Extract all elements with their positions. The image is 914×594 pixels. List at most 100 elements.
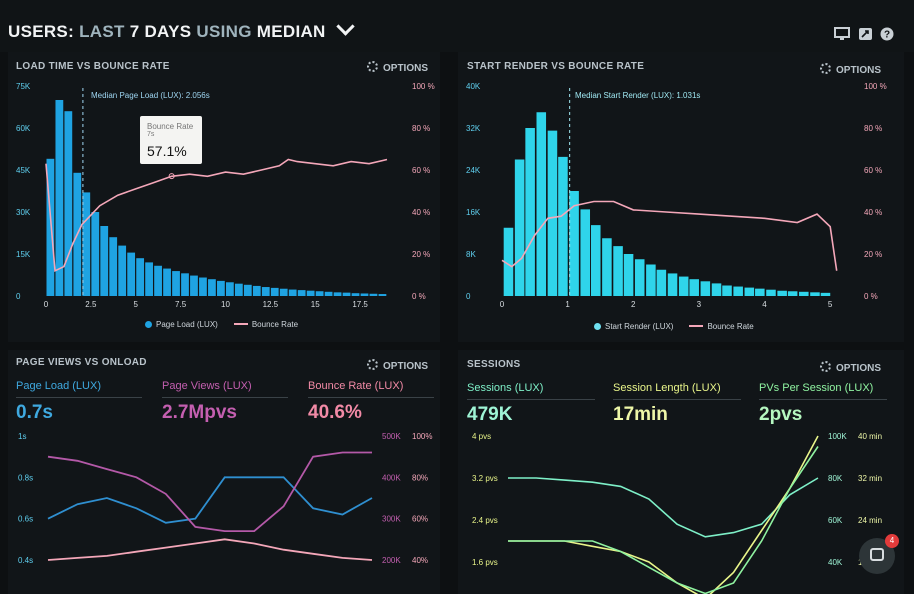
title-range[interactable]: 7 DAYS <box>129 22 192 41</box>
chart-bar <box>787 291 798 296</box>
metric-divider <box>467 399 595 400</box>
hover-point <box>168 173 175 180</box>
series-line <box>508 435 819 594</box>
y-tick-label: 1.6 pvs <box>472 558 498 567</box>
y2-tick-label: 300K <box>382 515 401 524</box>
chart-bar <box>602 238 612 296</box>
chart-bar <box>656 269 667 296</box>
chart-bar <box>766 289 776 296</box>
chart-bar <box>613 246 623 296</box>
y3-tick-label: 40 min <box>858 432 882 441</box>
chart-bar <box>199 277 207 296</box>
chart-bar <box>118 245 127 296</box>
metric-value: 2.7Mpvs <box>162 402 237 423</box>
y2-tick-label: 80 % <box>412 124 430 133</box>
page-views-panel <box>8 350 440 594</box>
legend-bars[interactable]: Start Render (LUX) <box>605 322 674 331</box>
x-tick-label: 2 <box>631 300 636 309</box>
y-tick-label: 40K <box>466 82 481 91</box>
chart-bar <box>569 191 579 296</box>
chart-bar <box>306 290 315 296</box>
metric-value: 479K <box>467 404 513 425</box>
legend-line[interactable]: Bounce Rate <box>707 322 754 331</box>
chart-bar <box>360 293 369 296</box>
chart-bar <box>514 159 525 296</box>
title-aggregate[interactable]: MEDIAN <box>256 22 326 41</box>
monitor-icon[interactable] <box>834 27 850 41</box>
chart-bar <box>208 279 216 296</box>
y-tick-label: 3.2 pvs <box>472 474 498 483</box>
legend-line[interactable]: Bounce Rate <box>251 320 299 329</box>
metric-value: 40.6% <box>308 402 362 423</box>
chart-bar <box>270 287 279 296</box>
chart-bar <box>64 111 73 296</box>
title-using: USING <box>196 22 252 41</box>
median-label: Median Page Load (LUX): 2.056s <box>91 91 210 100</box>
y2-tick-label: 80 % <box>864 124 882 133</box>
legend-swatch-line <box>689 325 704 327</box>
y-tick-label: 24K <box>466 166 481 175</box>
chart-bar <box>252 285 261 296</box>
chart-bar <box>315 291 324 296</box>
panel-title: LOAD TIME VS BOUNCE RATE <box>16 61 170 72</box>
chart-bar <box>503 227 514 296</box>
chart-bar <box>711 283 722 296</box>
y2-tick-label: 40 % <box>412 208 430 217</box>
tooltip-value: 57.1% <box>147 143 187 159</box>
chart-bar <box>580 209 591 296</box>
metric-label: Bounce Rate (LUX) <box>308 380 404 392</box>
chart-bar <box>744 287 755 296</box>
metric-label: Session Length (LUX) <box>613 382 721 394</box>
x-tick-label: 1 <box>565 300 570 309</box>
y3-tick-label: 80% <box>412 473 428 482</box>
options-button[interactable]: OPTIONS <box>820 361 881 374</box>
x-tick-label: 5 <box>134 300 139 309</box>
chart-bar <box>678 276 689 296</box>
chart-bar <box>82 192 91 296</box>
chat-launcher-button[interactable]: 4 <box>859 534 899 574</box>
title-users: USERS: <box>8 22 75 41</box>
metric-label: Sessions (LUX) <box>467 382 544 394</box>
y-tick-label: 15K <box>16 250 31 259</box>
y2-tick-label: 100K <box>828 432 847 441</box>
options-button[interactable]: OPTIONS <box>367 61 428 74</box>
chart-bar <box>91 212 100 296</box>
help-icon[interactable]: ? <box>880 27 896 41</box>
options-label: OPTIONS <box>383 63 429 74</box>
y-tick-label: 60K <box>16 124 31 133</box>
legend-bars[interactable]: Page Load (LUX) <box>156 320 218 329</box>
y2-tick-label: 40 % <box>864 208 882 217</box>
options-label: OPTIONS <box>836 65 882 76</box>
dashboard-title[interactable]: USERS: LAST 7 DAYS USING MEDIAN <box>8 17 355 42</box>
chart-bar <box>342 292 351 296</box>
options-button[interactable]: OPTIONS <box>820 63 881 76</box>
x-tick-label: 4 <box>762 300 767 309</box>
median-label: Median Start Render (LUX): 1.031s <box>575 91 701 100</box>
y2-tick-label: 60K <box>828 516 843 525</box>
options-label: OPTIONS <box>383 361 429 372</box>
chart-bar <box>261 287 270 296</box>
chart-bar <box>154 265 162 296</box>
top-bar: USERS: LAST 7 DAYS USING MEDIAN ? <box>0 0 914 52</box>
metric-value: 2pvs <box>759 404 803 425</box>
options-button[interactable]: OPTIONS <box>367 359 428 372</box>
chart-bar <box>163 268 171 296</box>
y-tick-label: 1s <box>18 432 26 441</box>
options-label: OPTIONS <box>836 363 882 374</box>
y-tick-label: 0 <box>16 292 21 301</box>
panel-title: SESSIONS <box>467 359 521 370</box>
share-icon[interactable] <box>858 27 874 41</box>
y2-tick-label: 0 % <box>412 292 426 301</box>
y3-tick-label: 24 min <box>858 516 882 525</box>
chart-bar <box>667 273 678 296</box>
x-tick-label: 5 <box>828 300 833 309</box>
y2-tick-label: 60 % <box>864 166 882 175</box>
chart-bar <box>234 283 243 296</box>
metric-divider <box>162 397 288 398</box>
chart-bar <box>369 293 378 296</box>
series-line <box>47 476 373 524</box>
chart-bar <box>689 279 699 296</box>
series-line <box>508 477 819 538</box>
chart-bar <box>590 225 601 296</box>
y2-tick-label: 0 % <box>864 292 878 301</box>
